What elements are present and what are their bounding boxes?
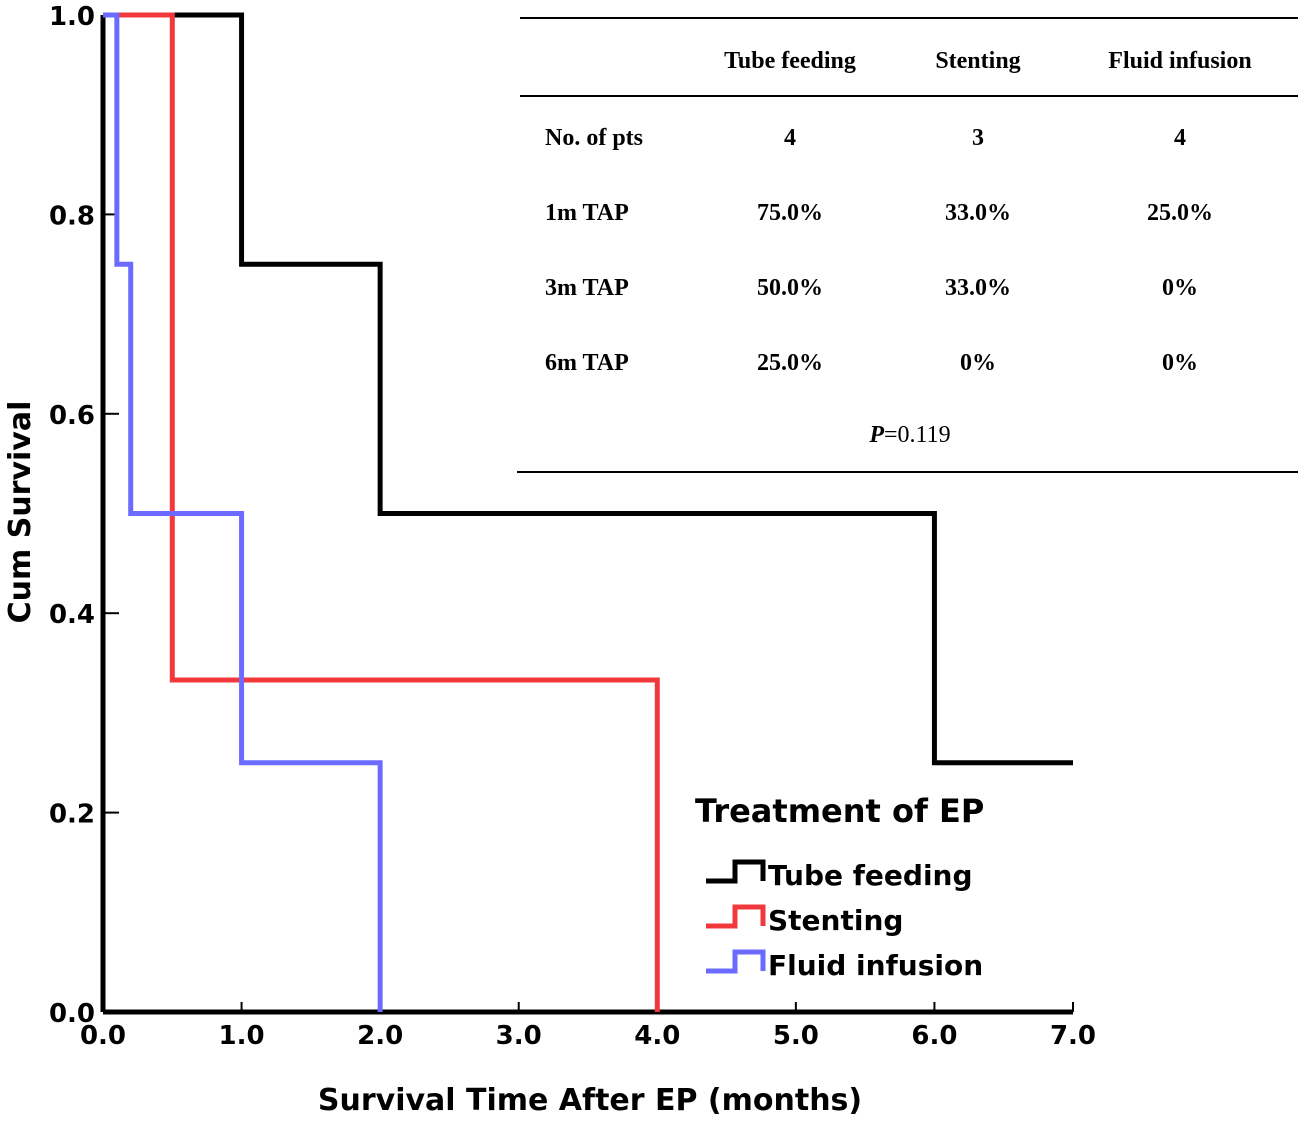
legend-label: Fluid infusion [768, 949, 983, 982]
table-cell: 25.0% [757, 350, 823, 376]
table-cell: 4 [1174, 125, 1186, 151]
table-header-cell: Tube feeding [724, 48, 856, 74]
x-tick-label: 6.0 [911, 1021, 957, 1051]
table-header-cell: Fluid infusion [1108, 48, 1251, 74]
y-tick-label: 0.0 [49, 999, 95, 1029]
y-tick-label: 0.2 [49, 800, 95, 830]
legend-label: Tube feeding [768, 859, 973, 892]
series-layer [103, 12, 1073, 1012]
series-line-stenting [103, 12, 660, 1012]
legend-label: Stenting [768, 904, 903, 937]
axes [100, 15, 1073, 1015]
summary-table: Tube feeding Stenting Fluid infusion No. of… [517, 17, 1298, 473]
series-line-tube-feeding [103, 12, 1073, 766]
y-tick-label: 0.4 [49, 600, 95, 630]
table-cell: 50.0% [757, 275, 823, 301]
series-line-fluid-infusion [103, 12, 383, 1012]
y-tick-label: 0.8 [49, 201, 95, 231]
table-cell: 0% [960, 350, 996, 376]
table-row-label: 6m TAP [545, 350, 629, 376]
x-tick-label: 2.0 [357, 1021, 403, 1051]
table-cell: 33.0% [945, 200, 1011, 226]
x-tick-label: 5.0 [773, 1021, 819, 1051]
y-tick-label: 0.6 [49, 401, 95, 431]
legend: Treatment of EP Tube feeding Stenting Fluid… [695, 792, 984, 982]
table-cell: 75.0% [757, 200, 823, 226]
x-axis-title: Survival Time After EP (months) [318, 1083, 862, 1118]
table-cell: 25.0% [1147, 200, 1213, 226]
table-cell: 4 [784, 125, 796, 151]
legend-swatch [706, 949, 766, 974]
ticks: 0.0 1.0 2.0 3.0 4.0 5.0 6.0 7.0 0.0 0.2 0.4 0.6 0.8 1… [49, 2, 1096, 1051]
table-row-label: 1m TAP [545, 200, 629, 226]
legend-swatch [706, 859, 766, 884]
x-tick-label: 0.0 [80, 1021, 126, 1051]
x-tick-label: 7.0 [1050, 1021, 1096, 1051]
y-tick-label: 1.0 [49, 2, 95, 32]
legend-swatch [706, 904, 766, 929]
table-cell: 3 [972, 125, 984, 151]
table-row-label: No. of pts [545, 125, 643, 151]
table-cell: 33.0% [945, 275, 1011, 301]
table-header-cell: Stenting [935, 48, 1020, 74]
x-tick-label: 4.0 [634, 1021, 680, 1051]
legend-title: Treatment of EP [695, 792, 984, 830]
table-cell: 0% [1162, 275, 1198, 301]
x-tick-label: 1.0 [219, 1021, 265, 1051]
y-axis-title: Cum Survival [3, 401, 38, 624]
table-cell: 0% [1162, 350, 1198, 376]
p-value: P=0.119 [868, 422, 950, 448]
x-tick-label: 3.0 [496, 1021, 542, 1051]
table-row-label: 3m TAP [545, 275, 629, 301]
